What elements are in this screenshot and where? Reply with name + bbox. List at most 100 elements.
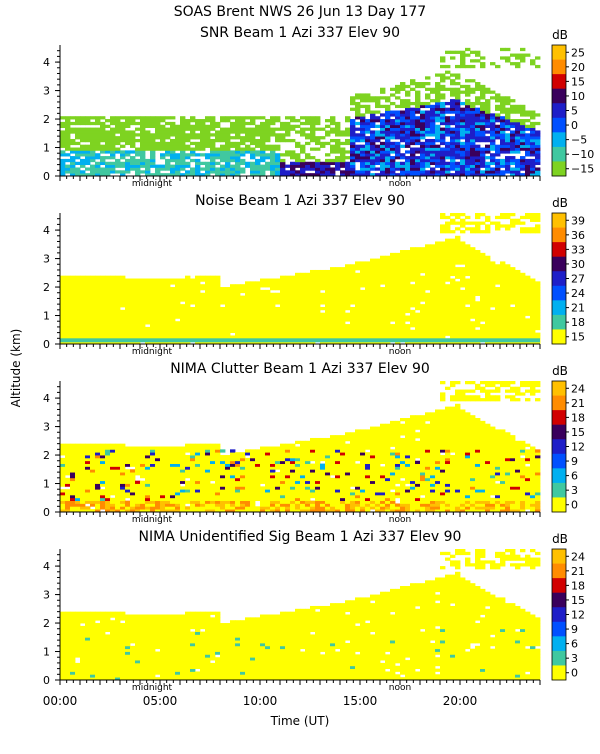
heatmap-cell bbox=[330, 327, 335, 330]
heatmap-cell bbox=[330, 284, 335, 287]
heatmap-cell bbox=[535, 298, 540, 301]
heatmap-cell bbox=[505, 310, 510, 313]
heatmap-cell bbox=[110, 145, 115, 148]
heatmap-cell bbox=[370, 167, 375, 170]
heatmap-cell bbox=[305, 316, 310, 319]
heatmap-cell bbox=[160, 310, 165, 313]
heatmap-cell bbox=[450, 307, 455, 310]
heatmap-cell bbox=[210, 284, 215, 287]
heatmap-cell bbox=[450, 93, 455, 96]
heatmap-cell bbox=[300, 122, 305, 125]
heatmap-cell bbox=[510, 170, 515, 173]
heatmap-cell bbox=[425, 321, 430, 324]
heatmap-cell bbox=[220, 293, 225, 296]
heatmap-cell bbox=[80, 170, 85, 173]
heatmap-cell bbox=[525, 162, 530, 165]
heatmap-cell bbox=[220, 136, 225, 139]
heatmap-cell bbox=[150, 136, 155, 139]
heatmap-cell bbox=[85, 316, 90, 319]
heatmap-cell bbox=[290, 301, 295, 304]
heatmap-cell bbox=[125, 136, 130, 139]
heatmap-cell bbox=[430, 133, 435, 136]
heatmap-cell bbox=[495, 133, 500, 136]
heatmap-cell bbox=[120, 276, 125, 279]
heatmap-cell bbox=[380, 301, 385, 304]
heatmap-cell bbox=[450, 165, 455, 168]
heatmap-cell bbox=[270, 150, 275, 153]
heatmap-cell bbox=[235, 125, 240, 128]
heatmap-cell bbox=[345, 170, 350, 173]
heatmap-cell bbox=[120, 122, 125, 125]
heatmap-cell bbox=[165, 162, 170, 165]
heatmap-cell bbox=[465, 316, 470, 319]
heatmap-cell bbox=[285, 287, 290, 290]
heatmap-cell bbox=[325, 318, 330, 321]
heatmap-cell bbox=[440, 333, 445, 336]
heatmap-cell bbox=[175, 304, 180, 307]
heatmap-cell bbox=[395, 111, 400, 114]
heatmap-cell bbox=[70, 316, 75, 319]
heatmap-cell bbox=[535, 216, 540, 219]
heatmap-cell bbox=[455, 241, 460, 244]
heatmap-cell bbox=[245, 293, 250, 296]
heatmap-cell bbox=[195, 162, 200, 165]
heatmap-cell bbox=[435, 145, 440, 148]
heatmap-cell bbox=[230, 318, 235, 321]
heatmap-cell bbox=[190, 148, 195, 151]
heatmap-cell bbox=[195, 125, 200, 128]
heatmap-cell bbox=[440, 313, 445, 316]
heatmap-cell bbox=[280, 321, 285, 324]
heatmap-cell bbox=[340, 267, 345, 270]
heatmap-cell bbox=[120, 290, 125, 293]
heatmap-cell bbox=[80, 310, 85, 313]
heatmap-cell bbox=[210, 330, 215, 333]
heatmap-cell bbox=[95, 136, 100, 139]
heatmap-cell bbox=[360, 153, 365, 156]
heatmap-cell bbox=[170, 327, 175, 330]
heatmap-cell bbox=[85, 145, 90, 148]
heatmap-cell bbox=[365, 287, 370, 290]
heatmap-cell bbox=[275, 284, 280, 287]
heatmap-cell bbox=[255, 333, 260, 336]
heatmap-cell bbox=[435, 281, 440, 284]
heatmap-cell bbox=[135, 330, 140, 333]
heatmap-cell bbox=[245, 304, 250, 307]
heatmap-cell bbox=[410, 150, 415, 153]
heatmap-cell bbox=[85, 452, 90, 455]
heatmap-cell bbox=[505, 227, 510, 230]
heatmap-cell bbox=[380, 125, 385, 128]
heatmap-cell bbox=[370, 96, 375, 99]
heatmap-cell bbox=[435, 324, 440, 327]
heatmap-cell bbox=[300, 273, 305, 276]
heatmap-cell bbox=[205, 310, 210, 313]
heatmap-cell bbox=[310, 284, 315, 287]
heatmap-cell bbox=[200, 167, 205, 170]
heatmap-cell bbox=[280, 318, 285, 321]
heatmap-cell bbox=[295, 324, 300, 327]
heatmap-cell bbox=[175, 162, 180, 165]
heatmap-cell bbox=[490, 267, 495, 270]
heatmap-cell bbox=[425, 293, 430, 296]
heatmap-cell bbox=[160, 296, 165, 299]
heatmap-cell bbox=[465, 330, 470, 333]
heatmap-cell bbox=[505, 59, 510, 62]
heatmap-cell bbox=[260, 145, 265, 148]
heatmap-cell bbox=[230, 290, 235, 293]
heatmap-cell bbox=[120, 128, 125, 131]
heatmap-cell bbox=[395, 313, 400, 316]
heatmap-cell bbox=[460, 281, 465, 284]
heatmap-cell bbox=[295, 153, 300, 156]
heatmap-cell bbox=[195, 165, 200, 168]
colorbar-swatch bbox=[552, 89, 566, 104]
heatmap-cell bbox=[220, 133, 225, 136]
heatmap-cell bbox=[140, 316, 145, 319]
heatmap-cell bbox=[450, 261, 455, 264]
heatmap-cell bbox=[435, 270, 440, 273]
heatmap-cell bbox=[420, 261, 425, 264]
heatmap-cell bbox=[395, 316, 400, 319]
heatmap-cell bbox=[160, 333, 165, 336]
heatmap-cell bbox=[380, 261, 385, 264]
heatmap-cell bbox=[225, 136, 230, 139]
heatmap-cell bbox=[360, 105, 365, 108]
heatmap-cell bbox=[510, 142, 515, 145]
